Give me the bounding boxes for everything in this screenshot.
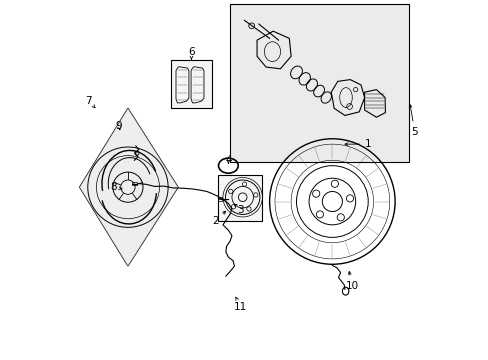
Text: 11: 11: [234, 297, 247, 312]
Bar: [171, 60, 212, 108]
Text: 3: 3: [234, 204, 244, 216]
Text: 6: 6: [188, 46, 194, 59]
Text: 2: 2: [211, 211, 225, 226]
Bar: [132, 182, 137, 185]
Bar: [218, 197, 222, 201]
Text: 4: 4: [224, 155, 231, 165]
Polygon shape: [80, 108, 178, 266]
Text: 5: 5: [408, 105, 417, 136]
Text: 7: 7: [85, 96, 95, 108]
Bar: [230, 4, 408, 162]
Bar: [217, 175, 262, 221]
Text: 10: 10: [345, 271, 358, 291]
Text: 8: 8: [110, 182, 122, 192]
Text: 1: 1: [345, 139, 371, 149]
Text: 9: 9: [116, 121, 122, 131]
